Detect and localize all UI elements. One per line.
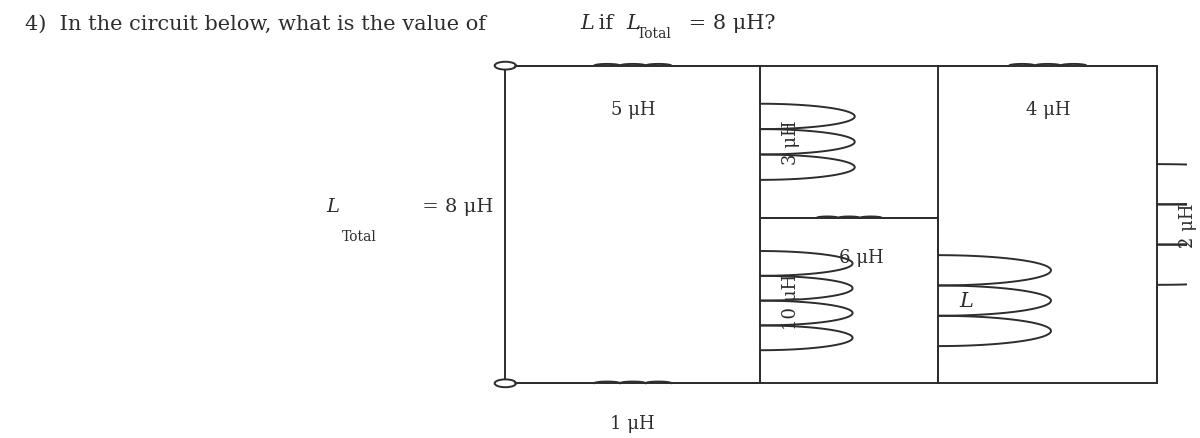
Text: 1 μH: 1 μH [611,414,655,432]
Circle shape [497,63,515,70]
Text: if: if [592,14,619,33]
Text: Total: Total [637,28,672,42]
Text: 4)  In the circuit below, what is the value of: 4) In the circuit below, what is the val… [25,14,493,33]
Text: L: L [580,14,594,33]
Text: L: L [960,291,973,311]
Text: 5 μH: 5 μH [611,101,655,119]
Text: = 8 μH: = 8 μH [416,198,493,216]
Text: 3 μH: 3 μH [781,120,799,165]
Text: 10 μH: 10 μH [781,273,799,329]
Text: 2 μH: 2 μH [1178,203,1196,247]
Text: Total: Total [342,230,377,243]
Circle shape [497,380,515,387]
Text: 4 μH: 4 μH [1026,101,1070,119]
Text: L: L [626,14,640,33]
Text: = 8 μH?: = 8 μH? [682,14,775,33]
Text: L: L [326,198,340,216]
Text: 6 μH: 6 μH [839,249,883,267]
